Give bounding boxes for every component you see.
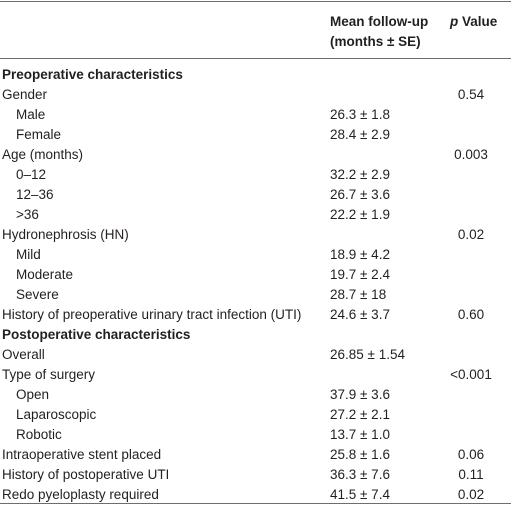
header-p: p Value: [450, 12, 497, 32]
row-label: Severe: [16, 287, 59, 302]
mean-value: 25.8 ± 1.6: [330, 447, 390, 462]
row-label: Robotic: [16, 427, 62, 442]
header-mean-1: Mean follow-up: [330, 14, 429, 29]
row-label: >36: [16, 207, 39, 222]
mean-value: 32.2 ± 2.9: [330, 167, 390, 182]
row-label: 0–12: [16, 167, 47, 182]
mean-value: 37.9 ± 3.6: [330, 387, 390, 402]
row-label: Female: [16, 127, 62, 142]
row-label: Age (months): [2, 147, 84, 162]
section-label: Preoperative characteristics: [2, 67, 183, 82]
mean-value: 19.7 ± 2.4: [330, 267, 390, 282]
row-label: Redo pyeloplasty required: [2, 487, 159, 502]
p-value: 0.003: [454, 147, 488, 162]
mean-value: 24.6 ± 3.7: [330, 307, 390, 322]
mean-value: 26.7 ± 3.6: [330, 187, 390, 202]
mean-value: 41.5 ± 7.4: [330, 487, 390, 502]
row-label: Laparoscopic: [16, 407, 97, 422]
row-label: Moderate: [16, 267, 74, 282]
p-value: 0.02: [457, 487, 485, 502]
row-label: 12–36: [16, 187, 54, 202]
section-label: Postoperative characteristics: [2, 327, 191, 342]
p-value: 0.54: [457, 87, 485, 102]
row-label: History of preoperative urinary tract in…: [2, 307, 302, 322]
p-value: 0.06: [457, 447, 485, 462]
mean-value: 28.4 ± 2.9: [330, 127, 390, 142]
header-rule: [0, 58, 511, 59]
p-value: 0.11: [458, 467, 484, 482]
mean-value: 13.7 ± 1.0: [330, 427, 390, 442]
row-label: Male: [16, 107, 46, 122]
mean-value: 27.2 ± 2.1: [330, 407, 390, 422]
header-p-italic: p: [450, 14, 459, 29]
row-label: Type of surgery: [2, 367, 96, 382]
mean-value: 26.85 ± 1.54: [330, 347, 405, 362]
p-value: 0.60: [457, 307, 485, 322]
row-label: Mild: [16, 247, 41, 262]
header-mean-2: (months ± SE): [330, 34, 421, 49]
mean-value: 36.3 ± 7.6: [330, 467, 390, 482]
p-value: 0.02: [457, 227, 485, 242]
row-label: Open: [16, 387, 50, 402]
row-label: History of postoperative UTI: [2, 467, 170, 482]
mean-value: 26.3 ± 1.8: [330, 107, 390, 122]
p-value: <0.001: [450, 367, 492, 382]
mean-value: 22.2 ± 1.9: [330, 207, 390, 222]
top-rule: [0, 1, 511, 2]
mean-value: 18.9 ± 4.2: [330, 247, 390, 262]
mean-value: 28.7 ± 18: [330, 287, 387, 302]
row-label: Hydronephrosis (HN): [2, 227, 129, 242]
row-label: Intraoperative stent placed: [2, 447, 162, 462]
header-p-value: Value: [462, 14, 498, 29]
row-label: Overall: [2, 347, 45, 362]
row-label: Gender: [2, 87, 48, 102]
